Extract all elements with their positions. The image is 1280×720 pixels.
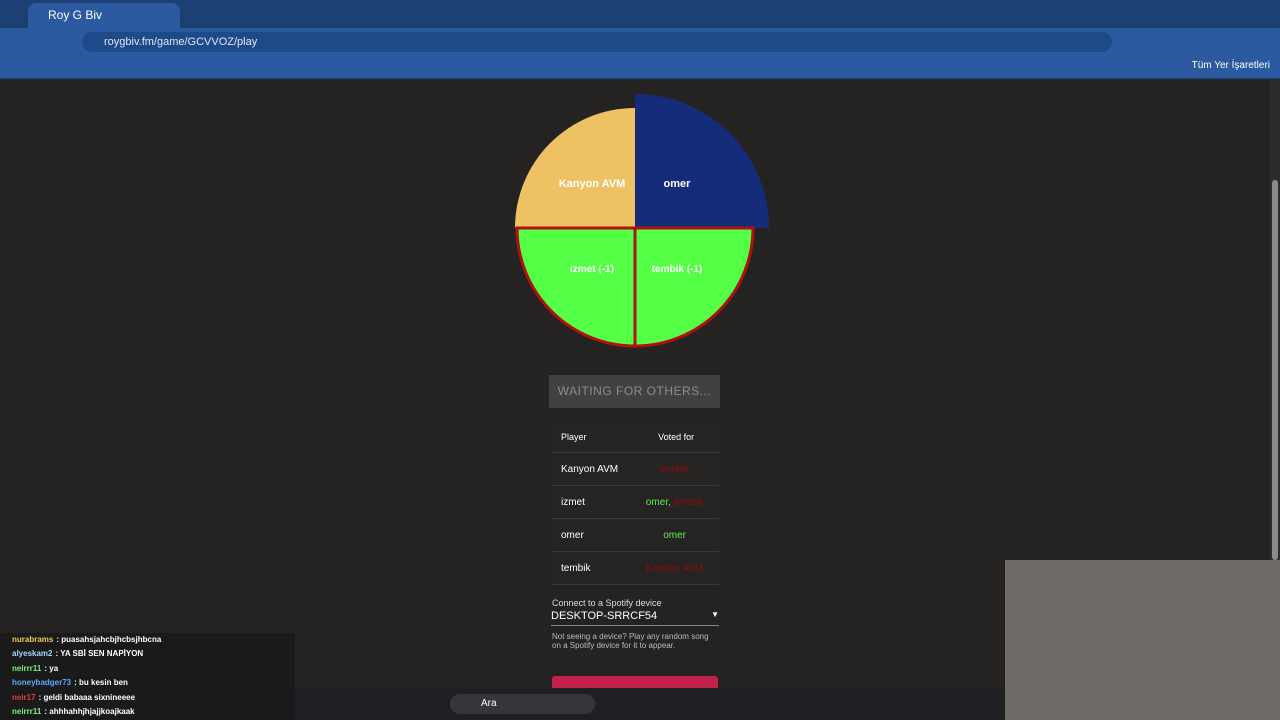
address-bar[interactable]: roygbiv.fm/game/GCVVOZ/play — [82, 32, 1112, 52]
segment-label: tembik (-1) — [652, 264, 703, 275]
vote: omer — [663, 529, 686, 541]
wheel-segment — [633, 226, 755, 348]
segment-label: izmet (-1) — [570, 264, 614, 275]
vote: Kanyon AVM — [646, 562, 704, 574]
action-button[interactable] — [552, 676, 718, 690]
player-name: izmet — [551, 485, 634, 519]
chat-line: neirrr11: ya — [0, 662, 295, 676]
chat-user: neir17 — [12, 692, 36, 702]
chat-line: honeybadger73: bu kesin ben — [0, 676, 295, 690]
wheel: Kanyon AVM omer izmet (-1) tembik (-1) — [515, 94, 769, 348]
vote-row: Kanyon AVM tembik — [551, 452, 719, 486]
votes-cell: tembik — [633, 452, 719, 486]
chat-line: alyeskam2: YA SBİ SEN NAPİYON — [0, 647, 295, 661]
votes-cell: Kanyon AVM — [633, 551, 719, 585]
chat-line: neirrr11: ahhhahhjhjajjkoajkaak — [0, 705, 295, 719]
chat-user: alyeskam2 — [12, 649, 53, 659]
chat-message: : YA SBİ SEN NAPİYON — [55, 649, 144, 659]
vote: omer, — [645, 496, 671, 508]
column-header: Player — [551, 422, 634, 453]
device-name: DESKTOP-SRRCF54 — [551, 610, 658, 622]
waiting-button[interactable]: WAITING FOR OTHERS... — [549, 375, 720, 408]
spotify-label: Connect to a Spotify device — [552, 598, 662, 608]
device-select[interactable]: DESKTOP-SRRCF54 ▼ — [551, 610, 719, 626]
vote-row: tembik Kanyon AVM — [551, 551, 719, 585]
player-name: omer — [551, 518, 634, 552]
wheel-segment — [635, 94, 769, 228]
votes-cell: omer, tembik — [633, 485, 719, 519]
chat-user: neirrr11 — [12, 706, 42, 716]
bookmarks-bar — [0, 56, 1280, 79]
chat-line: neir17: geldi babaaa sixnineeee — [0, 691, 295, 705]
chat-user: nurabrams — [12, 635, 54, 644]
vote: tembik — [659, 463, 690, 475]
tab-strip — [0, 0, 1280, 28]
wheel-segment — [515, 226, 637, 348]
column-header: Voted for — [633, 422, 719, 453]
segment-label: Kanyon AVM — [559, 178, 626, 190]
taskbar — [295, 688, 1005, 720]
scroll-thumb[interactable] — [1272, 180, 1278, 560]
chat-line: nurabrams: puasahsjahcbjhcbsjhbcna — [0, 633, 295, 647]
chat-user: neirrr11 — [12, 663, 42, 673]
segment-label: omer — [664, 178, 692, 190]
votes-table: Player Voted for Kanyon AVM tembik izmet ome… — [551, 422, 719, 585]
chat-overlay: nurabrams: puasahsjahcbjhcbsjhbcna alyesk… — [0, 633, 295, 720]
chat-message: : geldi babaaa sixnineeee — [38, 692, 136, 702]
chat-message: : bu kesin ben — [74, 678, 128, 688]
votes-cell: omer — [633, 518, 719, 552]
chat-message: : ya — [44, 663, 59, 673]
spotify-hint: Not seeing a device? Play any random son… — [552, 632, 709, 650]
browser-tab[interactable]: Roy G Biv — [28, 3, 180, 28]
taskbar-search[interactable]: Ara — [450, 694, 595, 714]
chat-user: honeybadger73 — [12, 678, 72, 688]
player-name: tembik — [551, 551, 634, 585]
chat-message: : ahhhahhjhjajjkoajkaak — [44, 706, 135, 716]
webcam — [1005, 560, 1280, 720]
vote-row: omer omer — [551, 518, 719, 552]
wheel-segment — [515, 108, 635, 228]
vote: tembik — [673, 496, 704, 508]
chat-message: : puasahsjahcbjhcbsjhbcna — [56, 635, 162, 644]
votes-body: Kanyon AVM tembik izmet omer, tembik omer omer… — [551, 452, 719, 585]
player-name: Kanyon AVM — [551, 452, 634, 486]
all-bookmarks[interactable]: Tüm Yer İşaretleri — [1191, 60, 1270, 71]
vote-row: izmet omer, tembik — [551, 485, 719, 519]
